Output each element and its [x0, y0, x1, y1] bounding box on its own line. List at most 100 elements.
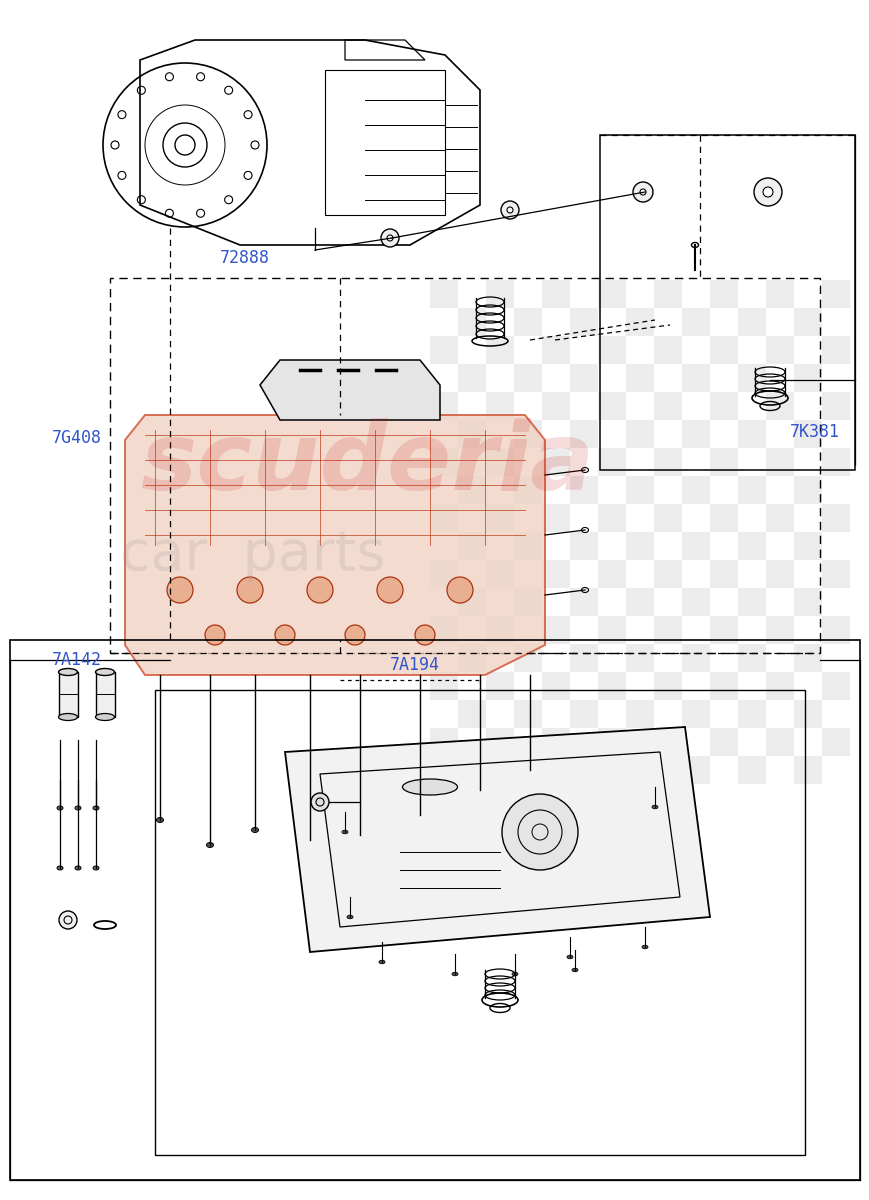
Ellipse shape [306, 838, 313, 842]
Circle shape [275, 625, 295, 646]
Polygon shape [765, 728, 793, 756]
Polygon shape [626, 644, 653, 672]
Polygon shape [653, 336, 681, 364]
Polygon shape [765, 504, 793, 532]
Polygon shape [709, 616, 737, 644]
Polygon shape [569, 644, 597, 672]
Polygon shape [793, 588, 821, 616]
Polygon shape [569, 532, 597, 560]
Polygon shape [260, 360, 440, 420]
Polygon shape [626, 308, 653, 336]
Ellipse shape [96, 668, 115, 676]
Polygon shape [429, 280, 457, 308]
Polygon shape [125, 415, 544, 674]
Polygon shape [821, 336, 849, 364]
Polygon shape [514, 644, 541, 672]
Polygon shape [737, 308, 765, 336]
Polygon shape [653, 560, 681, 588]
Polygon shape [457, 532, 486, 560]
Polygon shape [569, 364, 597, 392]
Polygon shape [486, 616, 514, 644]
Polygon shape [821, 672, 849, 700]
Polygon shape [285, 727, 709, 952]
Polygon shape [709, 280, 737, 308]
Polygon shape [793, 532, 821, 560]
Polygon shape [429, 504, 457, 532]
Circle shape [501, 794, 577, 870]
Bar [600, 134, 854, 470]
Polygon shape [681, 476, 709, 504]
Polygon shape [514, 756, 541, 784]
Polygon shape [793, 756, 821, 784]
Circle shape [376, 577, 402, 602]
Polygon shape [737, 700, 765, 728]
Polygon shape [821, 728, 849, 756]
Bar [109, 278, 819, 653]
Polygon shape [429, 728, 457, 756]
Polygon shape [737, 588, 765, 616]
Ellipse shape [402, 779, 457, 794]
Polygon shape [597, 616, 626, 644]
Ellipse shape [58, 714, 77, 720]
Circle shape [753, 178, 781, 206]
Polygon shape [653, 392, 681, 420]
Ellipse shape [93, 866, 99, 870]
Ellipse shape [93, 806, 99, 810]
Polygon shape [821, 392, 849, 420]
Polygon shape [541, 616, 569, 644]
Polygon shape [429, 336, 457, 364]
Text: car  parts: car parts [120, 528, 385, 582]
Polygon shape [681, 532, 709, 560]
Circle shape [415, 625, 434, 646]
Polygon shape [653, 504, 681, 532]
Ellipse shape [452, 972, 457, 976]
Polygon shape [653, 280, 681, 308]
Polygon shape [793, 644, 821, 672]
Polygon shape [653, 448, 681, 476]
Polygon shape [626, 532, 653, 560]
Polygon shape [457, 364, 486, 392]
Polygon shape [681, 588, 709, 616]
Polygon shape [541, 672, 569, 700]
Polygon shape [486, 560, 514, 588]
Ellipse shape [75, 806, 81, 810]
Polygon shape [626, 476, 653, 504]
Polygon shape [681, 644, 709, 672]
Polygon shape [765, 448, 793, 476]
Polygon shape [457, 756, 486, 784]
Polygon shape [765, 672, 793, 700]
Bar [155, 690, 804, 1154]
Polygon shape [737, 644, 765, 672]
Polygon shape [597, 280, 626, 308]
Ellipse shape [342, 830, 348, 834]
Polygon shape [486, 728, 514, 756]
Polygon shape [514, 532, 541, 560]
Polygon shape [737, 364, 765, 392]
Polygon shape [569, 700, 597, 728]
Polygon shape [793, 364, 821, 392]
Circle shape [501, 200, 519, 218]
Polygon shape [569, 588, 597, 616]
Polygon shape [765, 336, 793, 364]
Polygon shape [457, 700, 486, 728]
Polygon shape [626, 420, 653, 448]
Polygon shape [681, 420, 709, 448]
Polygon shape [457, 420, 486, 448]
Polygon shape [821, 448, 849, 476]
Polygon shape [626, 364, 653, 392]
Ellipse shape [75, 866, 81, 870]
Polygon shape [597, 504, 626, 532]
Ellipse shape [567, 955, 573, 959]
Polygon shape [793, 476, 821, 504]
Polygon shape [597, 672, 626, 700]
Circle shape [447, 577, 473, 602]
Polygon shape [541, 448, 569, 476]
Ellipse shape [651, 805, 657, 809]
Polygon shape [709, 336, 737, 364]
Polygon shape [514, 308, 541, 336]
Polygon shape [821, 504, 849, 532]
Polygon shape [653, 616, 681, 644]
Polygon shape [457, 476, 486, 504]
Ellipse shape [57, 866, 63, 870]
Polygon shape [821, 280, 849, 308]
